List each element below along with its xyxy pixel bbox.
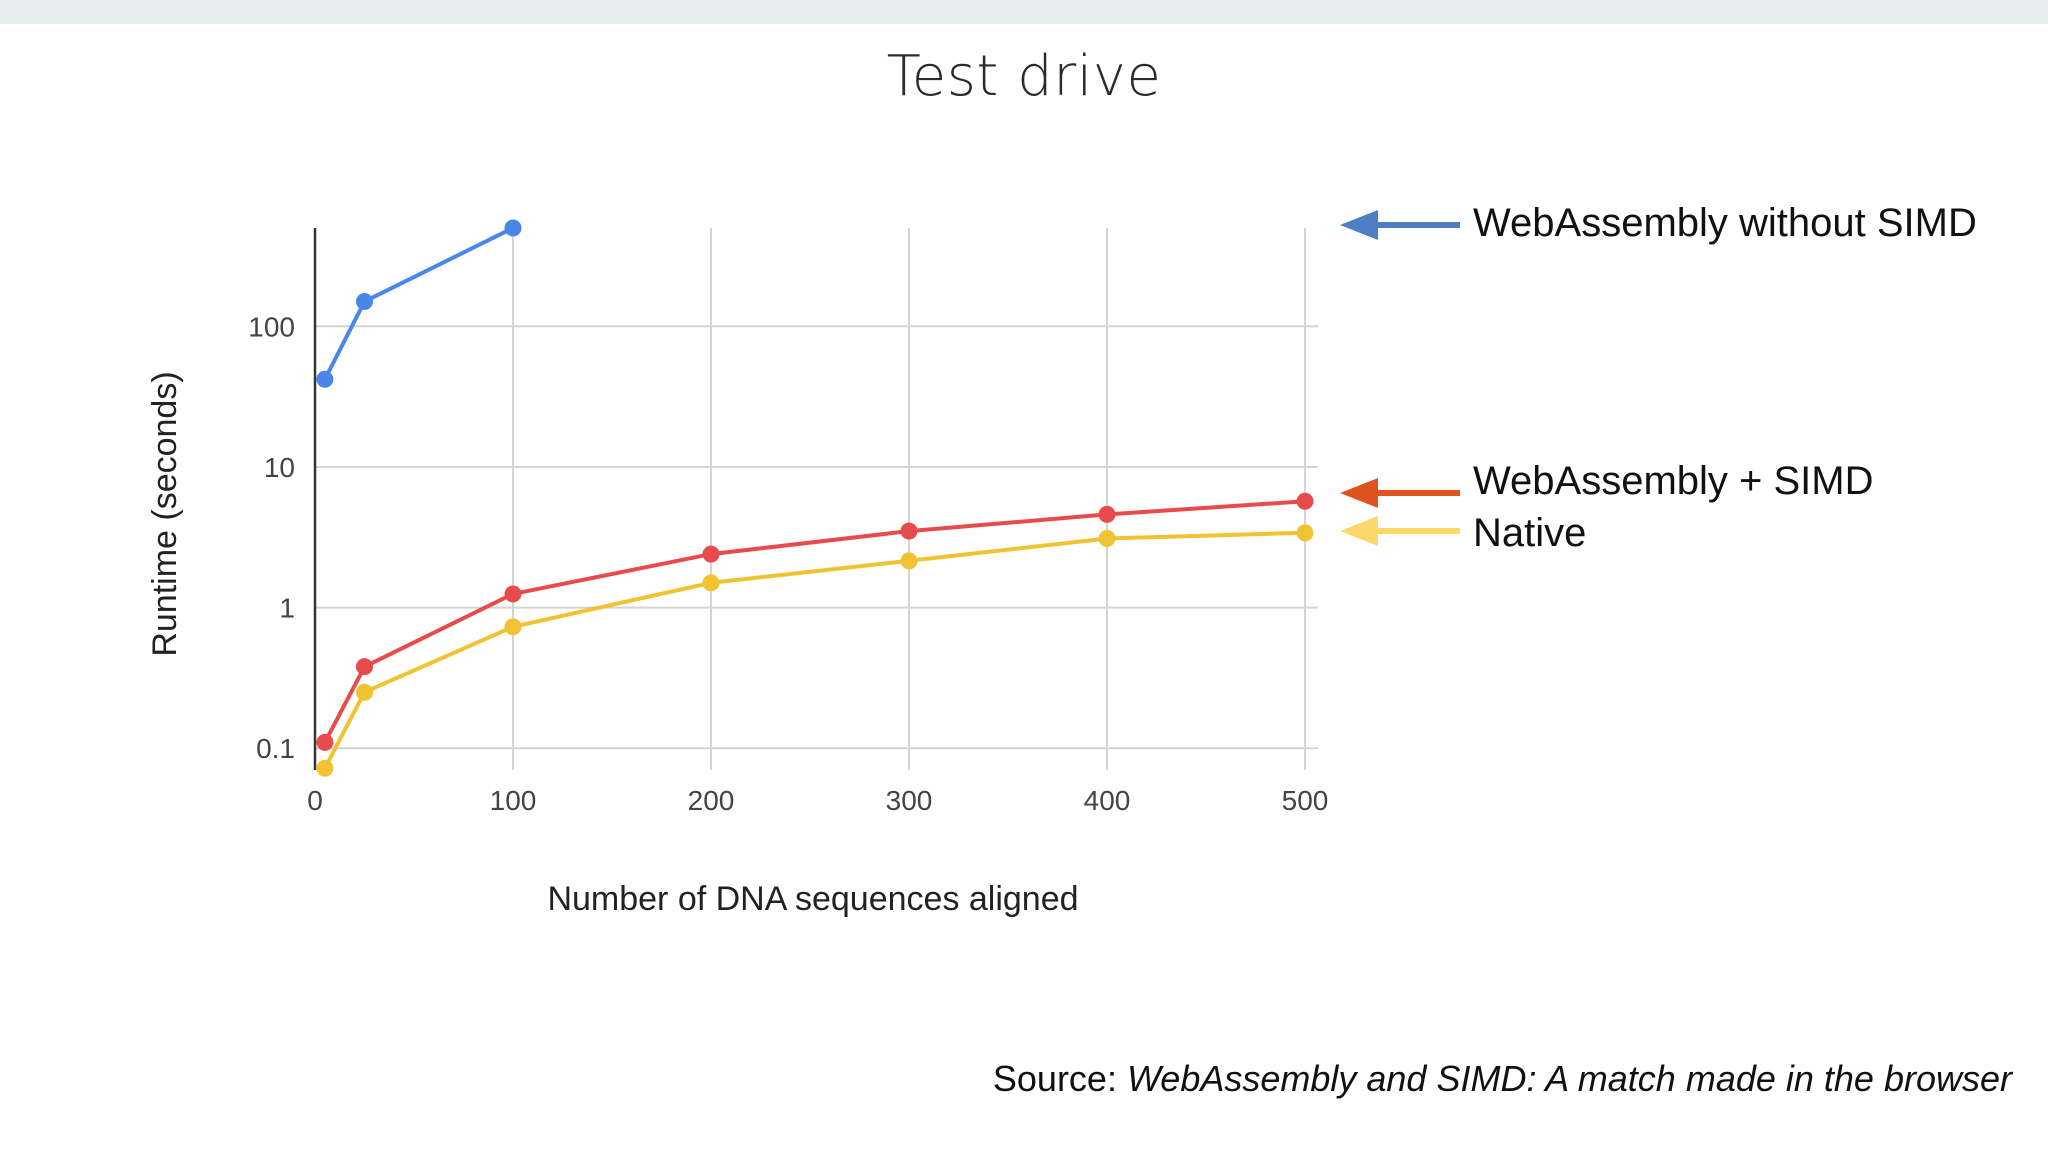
legend: WebAssembly without SIMD WebAssembly + SI… xyxy=(1340,201,1977,555)
legend-label: Native xyxy=(1473,511,1586,555)
series-line xyxy=(323,226,514,381)
y-tick-label: 0.1 xyxy=(256,733,295,764)
x-tick-label: 200 xyxy=(688,785,735,816)
data-point xyxy=(1098,529,1116,547)
legend-arrow-head-icon xyxy=(1340,210,1378,240)
data-point xyxy=(1296,492,1314,510)
data-point xyxy=(356,293,373,311)
data-point xyxy=(504,585,522,603)
y-axis-title: Runtime (seconds) xyxy=(146,371,184,656)
slide-title: Test drive xyxy=(886,44,1162,109)
x-tick-label: 300 xyxy=(886,785,933,816)
legend-label: WebAssembly without SIMD xyxy=(1473,201,1977,245)
source-title: WebAssembly and SIMD: A match made in th… xyxy=(1126,1058,2012,1099)
top-bar xyxy=(0,0,2048,24)
data-point xyxy=(900,522,918,540)
series-line xyxy=(323,530,1306,770)
legend-arrow-head-icon xyxy=(1340,516,1378,546)
data-point xyxy=(356,683,373,701)
data-point xyxy=(1098,505,1116,523)
source-citation: Source: WebAssembly and SIMD: A match ma… xyxy=(993,1058,2012,1100)
x-tick-label: 500 xyxy=(1282,785,1329,816)
data-point xyxy=(316,733,334,751)
data-point xyxy=(702,574,720,592)
grid xyxy=(315,228,1318,770)
data-point xyxy=(504,618,522,636)
data-point xyxy=(316,759,334,777)
legend-arrow-head-icon xyxy=(1340,478,1378,508)
data-point xyxy=(316,370,334,388)
x-tick-label: 400 xyxy=(1084,785,1131,816)
data-point xyxy=(356,658,373,676)
x-tick-label: 100 xyxy=(490,785,537,816)
x-tick-label: 0 xyxy=(307,785,323,816)
series xyxy=(316,219,1314,777)
y-tick-label: 100 xyxy=(248,311,295,342)
data-point xyxy=(1296,524,1314,542)
data-point xyxy=(702,545,720,563)
source-prefix: Source: xyxy=(992,1058,1127,1099)
y-tick-label: 10 xyxy=(264,452,295,483)
legend-label: WebAssembly + SIMD xyxy=(1473,459,1874,503)
data-point xyxy=(504,219,522,237)
x-axis-title: Number of DNA sequences aligned xyxy=(547,880,1078,918)
data-point xyxy=(900,552,918,570)
tick-labels: 0 100 200 300 400 500 0.1 1 10 100 xyxy=(248,311,1328,816)
y-tick-label: 1 xyxy=(279,593,295,624)
